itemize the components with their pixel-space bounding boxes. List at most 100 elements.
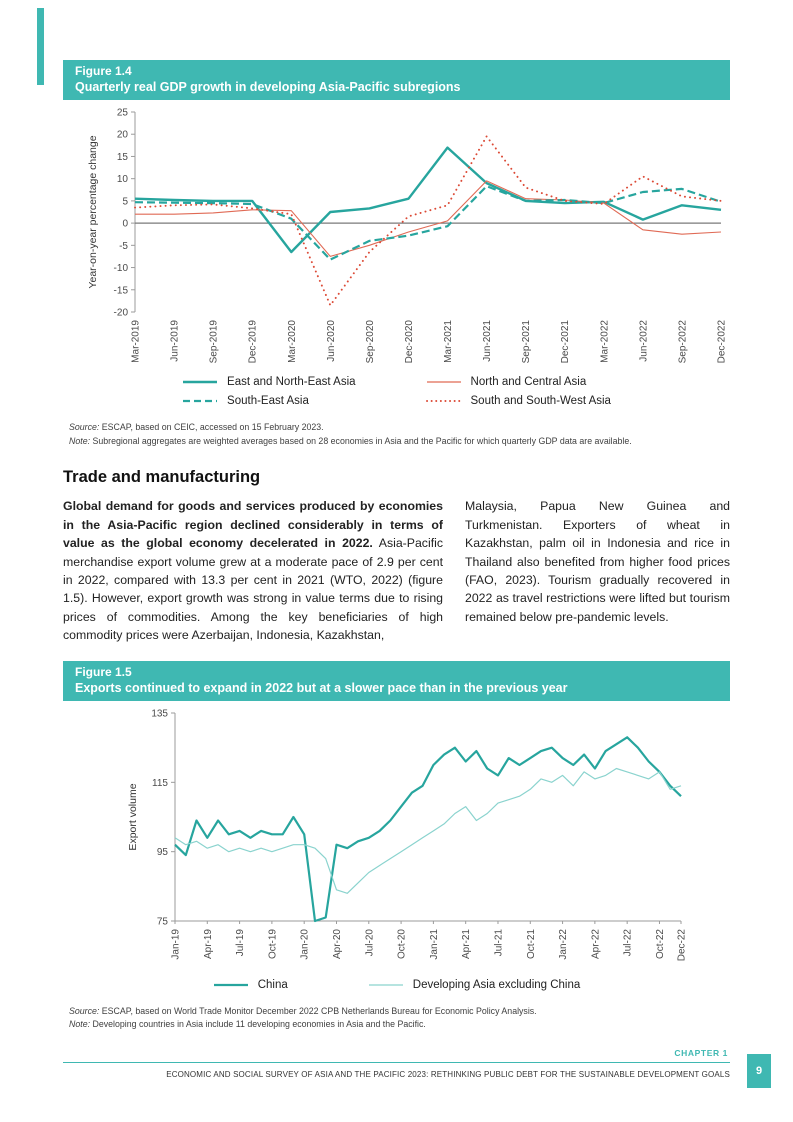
legend-swatch-line [426,381,461,383]
svg-text:-20: -20 [114,308,129,319]
svg-text:Dec-2021: Dec-2021 [560,320,571,364]
legend-item: Developing Asia excluding China [368,978,581,991]
svg-text:Oct-20: Oct-20 [397,928,408,958]
svg-text:Dec-22: Dec-22 [677,928,686,961]
legend-label: South and South-West Asia [470,395,611,407]
page-footer: CHAPTER 1 ECONOMIC AND SOCIAL SURVEY OF … [63,1048,730,1079]
page-number-badge: 9 [747,1054,771,1088]
svg-text:Mar-2022: Mar-2022 [599,320,610,363]
svg-text:Jan-20: Jan-20 [300,928,311,959]
svg-text:Apr-22: Apr-22 [590,928,601,958]
note-label: Note: [69,435,91,446]
svg-text:10: 10 [117,174,129,185]
svg-text:Apr-20: Apr-20 [332,928,343,958]
figure-1-4-title: Quarterly real GDP growth in developing … [75,80,461,94]
figure-1-5-banner: Figure 1.5 Exports continued to expand i… [63,660,730,701]
svg-text:-15: -15 [114,285,129,296]
legend-swatch-line [368,984,403,986]
figure-1-4-label: Figure 1.4 [75,64,132,78]
svg-text:Jul-19: Jul-19 [235,928,246,956]
export-volume-chart-block: 135 115 95 75 Jan-19 Apr-19 Jul-19 Oct-19 Jan-20… [63,705,730,991]
svg-text:Jan-22: Jan-22 [558,928,569,959]
source-label: Source: [69,1005,100,1016]
svg-text:Oct-21: Oct-21 [526,928,537,958]
svg-text:135: 135 [151,708,168,719]
svg-text:Jul-21: Jul-21 [493,928,504,956]
svg-text:Dec-2020: Dec-2020 [404,320,415,364]
source-label: Source: [69,422,100,432]
gdp-growth-chart-block: 25 20 15 10 5 0 -5 -10 -15 -20 Mar-2019 Jun-2019 Sep… [63,104,730,408]
chapter-label: CHAPTER 1 [674,1048,728,1058]
svg-text:95: 95 [157,847,169,858]
legend-label: East and North-East Asia [227,376,356,388]
svg-text:Sep-2022: Sep-2022 [677,320,688,364]
figure-1-5-source-note: Source: ESCAP, based on World Trade Moni… [63,1005,730,1032]
export-volume-chart-legend: China Developing Asia excluding China [63,979,730,991]
svg-text:Jun-2020: Jun-2020 [326,320,337,362]
page-number: 9 [755,1065,763,1077]
svg-text:Apr-21: Apr-21 [461,928,472,958]
footer-text: ECONOMIC AND SOCIAL SURVEY OF ASIA AND T… [166,1070,730,1079]
svg-text:20: 20 [117,130,129,141]
figure-1-5-title: Exports continued to expand in 2022 but … [75,680,568,695]
legend-item: South-East Asia [182,395,355,407]
svg-text:25: 25 [117,108,129,119]
legend-swatch-line [183,399,218,403]
svg-text:Mar-2021: Mar-2021 [443,320,454,363]
svg-text:Year-on-year percentage change: Year-on-year percentage change [87,135,99,288]
page-content: Figure 1.4 Quarterly real GDP growth in … [63,60,730,1032]
legend-item: East and North-East Asia [182,376,356,388]
svg-text:Export volume: Export volume [127,783,139,850]
section-heading: Trade and manufacturing [63,468,261,487]
body-columns: Global demand for goods and services pro… [63,497,730,645]
legend-swatch-line [425,400,462,402]
svg-text:Sep-2019: Sep-2019 [209,320,220,364]
legend-label: South-East Asia [227,395,309,407]
footer-rule [63,1062,730,1063]
svg-text:Sep-2020: Sep-2020 [365,320,376,364]
svg-text:15: 15 [117,152,129,163]
svg-text:Jun-2021: Jun-2021 [482,320,493,362]
svg-text:5: 5 [122,196,128,207]
note-label: Note: [69,1019,91,1030]
svg-text:Jul-22: Jul-22 [623,928,634,956]
svg-text:Mar-2020: Mar-2020 [287,320,298,363]
svg-text:-5: -5 [119,241,128,252]
lead-sentence: Global demand for goods and services pro… [63,499,443,551]
note-text: Subregional aggregates are weighted aver… [92,435,632,446]
svg-text:-10: -10 [114,263,129,274]
svg-text:Jun-2022: Jun-2022 [638,320,649,362]
svg-text:Oct-19: Oct-19 [267,928,278,958]
body-paragraph-right: Malaysia, Papua New Guinea and Turkmenis… [465,499,730,624]
svg-text:Jan-21: Jan-21 [429,928,440,959]
figure-1-4-source-note: Source: ESCAP, based on CEIC, accessed o… [63,421,730,448]
legend-label: North and Central Asia [470,376,587,388]
legend-swatch-line [213,983,248,986]
note-text: Developing countries in Asia include 11 … [92,1019,426,1030]
source-text: ESCAP, based on CEIC, accessed on 15 Feb… [101,422,324,432]
svg-text:Mar-2019: Mar-2019 [131,320,142,363]
legend-label: Developing Asia excluding China [412,978,581,991]
svg-text:Sep-2021: Sep-2021 [521,320,532,364]
page-corner-accent [37,8,44,85]
body-text-left: Asia-Pacific merchandise export volume g… [63,536,443,643]
svg-text:Jan-19: Jan-19 [171,928,182,959]
svg-text:Dec-2022: Dec-2022 [717,320,726,364]
body-paragraph-left: Global demand for goods and services pro… [63,497,443,645]
figure-1-5-label: Figure 1.5 [75,664,132,679]
legend-item: North and Central Asia [426,376,611,388]
gdp-growth-chart-legend: East and North-East Asia North and Centra… [182,376,611,407]
svg-text:75: 75 [157,916,169,927]
svg-text:Apr-19: Apr-19 [203,928,214,958]
legend-item: South and South-West Asia [425,395,611,407]
legend-item: China [213,979,288,991]
figure-1-4-banner: Figure 1.4 Quarterly real GDP growth in … [63,60,730,100]
svg-text:Oct-22: Oct-22 [655,928,666,958]
svg-text:0: 0 [122,219,128,230]
svg-text:Dec-2019: Dec-2019 [248,320,259,364]
svg-text:Jul-20: Jul-20 [364,928,375,956]
legend-swatch-line [183,380,218,384]
